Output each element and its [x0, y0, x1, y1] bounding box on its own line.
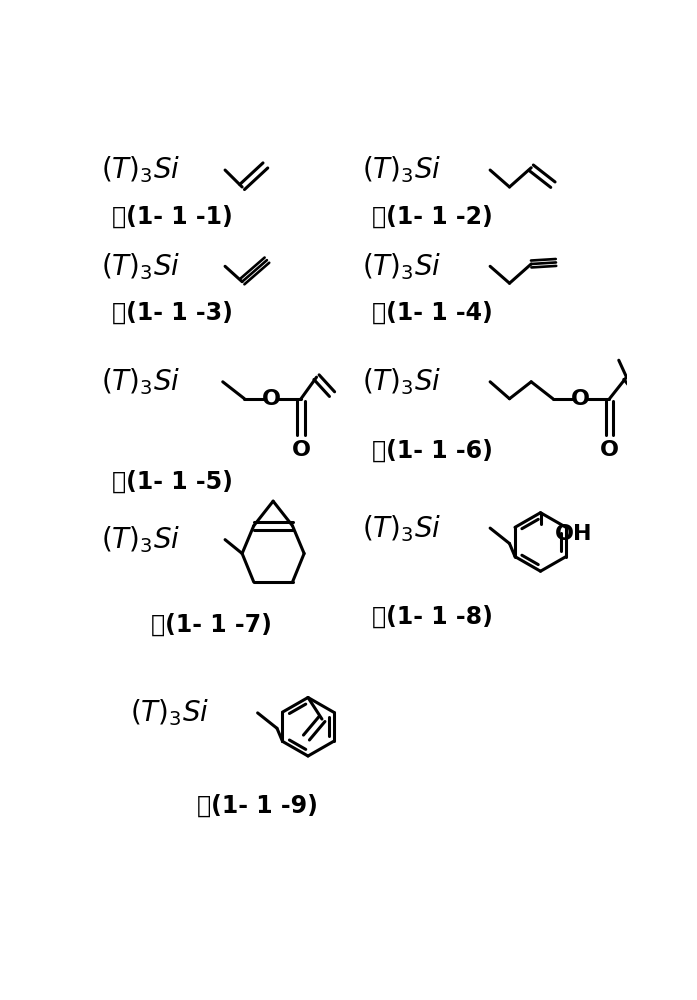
Text: O: O — [600, 440, 619, 460]
Text: 式(1- 1 -9): 式(1- 1 -9) — [197, 793, 318, 817]
Text: 式(1- 1 -1): 式(1- 1 -1) — [112, 204, 233, 228]
Text: $(T)_3Si$: $(T)_3Si$ — [101, 366, 181, 397]
Text: 式(1- 1 -3): 式(1- 1 -3) — [112, 300, 233, 324]
Text: $(T)_3Si$: $(T)_3Si$ — [362, 155, 441, 185]
Text: O: O — [291, 440, 311, 460]
Text: 式(1- 1 -7): 式(1- 1 -7) — [151, 612, 272, 636]
Text: $(T)_3Si$: $(T)_3Si$ — [362, 366, 441, 397]
Text: 式(1- 1 -6): 式(1- 1 -6) — [372, 439, 493, 463]
Text: 式(1- 1 -2): 式(1- 1 -2) — [372, 204, 492, 228]
Text: OH: OH — [554, 524, 592, 544]
Text: $(T)_3Si$: $(T)_3Si$ — [101, 251, 181, 282]
Text: $(T)_3Si$: $(T)_3Si$ — [101, 524, 181, 555]
Text: $(T)_3Si$: $(T)_3Si$ — [130, 698, 209, 728]
Text: O: O — [571, 389, 590, 409]
Text: 式(1- 1 -5): 式(1- 1 -5) — [112, 470, 233, 494]
Text: $(T)_3Si$: $(T)_3Si$ — [362, 251, 441, 282]
Text: O: O — [262, 389, 281, 409]
Text: $(T)_3Si$: $(T)_3Si$ — [362, 513, 441, 544]
Text: $(T)_3Si$: $(T)_3Si$ — [101, 155, 181, 185]
Text: 式(1- 1 -8): 式(1- 1 -8) — [372, 605, 493, 629]
Text: 式(1- 1 -4): 式(1- 1 -4) — [372, 300, 492, 324]
